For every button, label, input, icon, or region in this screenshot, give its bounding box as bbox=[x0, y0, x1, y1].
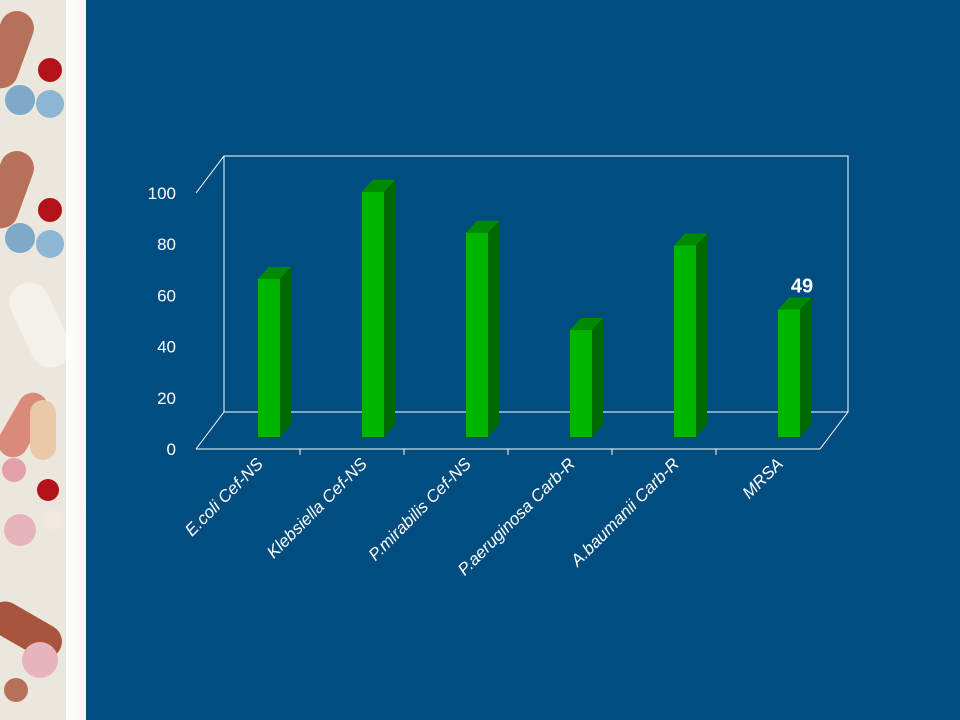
bar-top bbox=[778, 297, 811, 310]
bar-top bbox=[674, 233, 707, 246]
x-tick-label: P.aeruginosa Carb-R bbox=[454, 454, 579, 579]
data-label: 49 bbox=[791, 276, 813, 298]
bar-top bbox=[466, 220, 499, 233]
data-labels: 49 bbox=[791, 276, 813, 298]
bar-front bbox=[674, 245, 696, 437]
x-tick-label: Klebsiella Cef-NS bbox=[263, 454, 371, 562]
x-tick-label: E.coli Cef-NS bbox=[181, 454, 267, 540]
y-tick-label: 40 bbox=[157, 338, 176, 357]
bar bbox=[466, 220, 499, 437]
bars bbox=[258, 179, 811, 438]
pills-illustration bbox=[0, 11, 71, 702]
bar-front bbox=[570, 330, 592, 437]
bar-side bbox=[696, 233, 707, 437]
y-tick-label: 0 bbox=[167, 440, 176, 459]
y-axis: 0 20 40 60 80 100 bbox=[148, 184, 176, 459]
y-tick-label: 80 bbox=[157, 235, 176, 254]
bar bbox=[778, 297, 811, 437]
bar-side bbox=[488, 220, 499, 437]
bar-front bbox=[258, 278, 280, 437]
bar-side bbox=[384, 179, 395, 438]
x-tick-label: P.mirabilis Cef-NS bbox=[365, 454, 476, 565]
x-tick-label: MRSA bbox=[739, 454, 787, 502]
bar-top bbox=[362, 179, 395, 192]
y-tick-label: 100 bbox=[148, 184, 176, 203]
slide-background bbox=[86, 0, 960, 720]
pills-photo-strip bbox=[0, 0, 86, 720]
bar-top bbox=[570, 318, 603, 331]
bar-side bbox=[280, 266, 291, 437]
bar-front bbox=[466, 232, 488, 437]
bar-front bbox=[362, 191, 384, 437]
bar bbox=[258, 266, 291, 437]
bar bbox=[362, 179, 395, 438]
floor-left-edge bbox=[195, 411, 225, 450]
bar-side bbox=[800, 297, 811, 437]
y-tick-label: 20 bbox=[157, 389, 176, 408]
bar-top bbox=[258, 266, 291, 279]
bar bbox=[570, 318, 603, 437]
x-tick-label: A.baumanii Carb-R bbox=[566, 454, 682, 570]
strip-edge bbox=[66, 0, 86, 720]
back-wall bbox=[195, 155, 849, 450]
bar-front bbox=[778, 309, 800, 437]
chart-frame bbox=[195, 155, 849, 450]
bar bbox=[674, 233, 707, 437]
y-tick-label: 60 bbox=[157, 286, 176, 305]
bar-side bbox=[592, 318, 603, 437]
